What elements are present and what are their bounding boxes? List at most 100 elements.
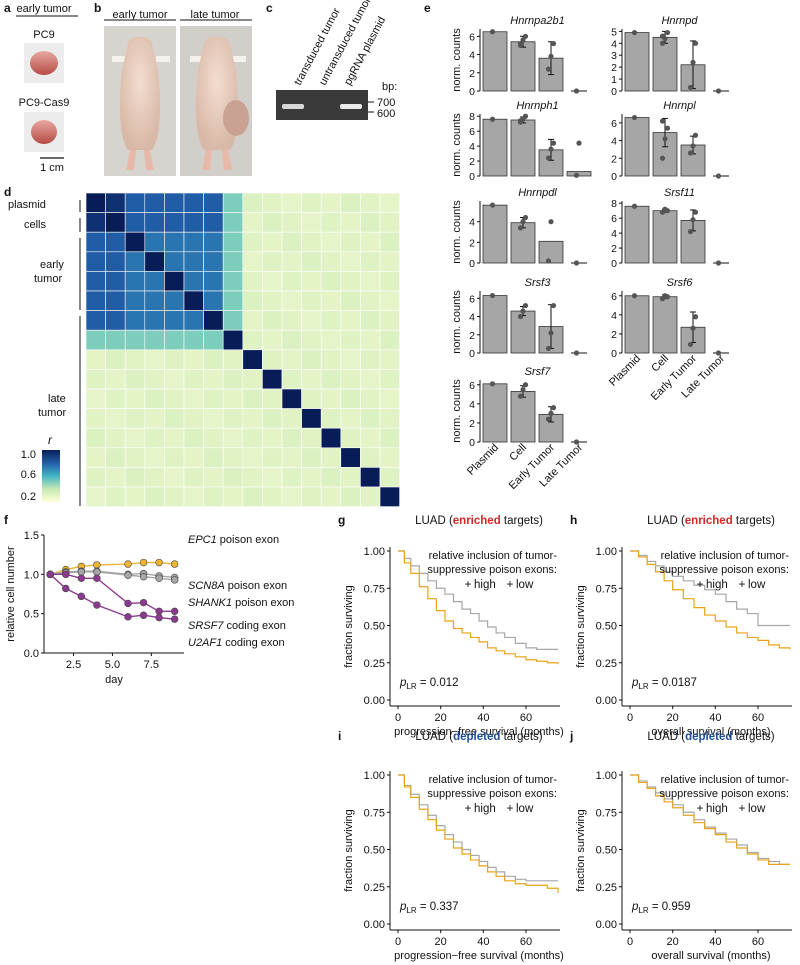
data-point bbox=[715, 350, 722, 356]
heatmap-cell bbox=[301, 447, 322, 468]
heatmap-cell bbox=[124, 408, 146, 429]
heatmap-cell bbox=[262, 271, 283, 292]
bar-cell bbox=[510, 119, 536, 177]
data-point bbox=[489, 381, 496, 387]
heatmap-group-late-line1: late bbox=[48, 393, 66, 405]
heatmap-cell bbox=[281, 349, 302, 370]
heatmap-cell bbox=[320, 349, 342, 370]
km-y-tick-label: 0.00 bbox=[364, 695, 385, 707]
panel-letter-g: g bbox=[338, 513, 345, 527]
panel-letter-i: i bbox=[338, 729, 341, 743]
heatmap-cell bbox=[340, 369, 361, 390]
heatmap-cell bbox=[222, 349, 244, 370]
gel-size-600: 600 bbox=[377, 108, 395, 120]
heatmap-cell bbox=[379, 212, 400, 233]
y-axis-label: norm. counts bbox=[451, 28, 463, 92]
survival-panel-j: j LUAD (depleted targets) 0.00 0.25 0.50 0.75… bbox=[569, 729, 792, 962]
km-curve-low bbox=[630, 550, 791, 650]
bar-chart-title: Srsf3 bbox=[525, 277, 552, 289]
heatmap-cell bbox=[320, 231, 342, 253]
heatmap-cell bbox=[360, 212, 381, 233]
heatmap-cell bbox=[340, 251, 361, 272]
km-x-axis-label: overall survival (months) bbox=[651, 950, 770, 962]
survival-title: LUAD (depleted targets) bbox=[647, 731, 774, 743]
bar-chart-title: Hnrnpd bbox=[661, 15, 698, 27]
heatmap-cell bbox=[85, 310, 106, 331]
heatmap-cell bbox=[144, 251, 165, 272]
panel-a-header: early tumor bbox=[16, 3, 71, 15]
y-tick-label: 0 bbox=[469, 258, 475, 270]
f-x-tick-label: 5.0 bbox=[105, 659, 120, 671]
heatmap-cell bbox=[379, 192, 400, 213]
heatmap-cell bbox=[340, 447, 361, 468]
f-point-u2af1 bbox=[124, 613, 132, 621]
heatmap-cell bbox=[222, 427, 244, 449]
heatmap-cell bbox=[222, 251, 244, 272]
data-point bbox=[517, 40, 524, 47]
heatmap-cell bbox=[379, 310, 400, 331]
data-point bbox=[545, 155, 552, 161]
bar-chart-title: Srsf6 bbox=[667, 277, 694, 289]
heatmap-cell bbox=[262, 467, 283, 488]
heatmap-cell bbox=[379, 408, 400, 429]
heatmap-cell bbox=[262, 290, 283, 311]
heatmap-cell bbox=[301, 271, 322, 292]
heatmap-cell bbox=[105, 231, 126, 253]
heatmap-cell bbox=[281, 427, 302, 449]
km-x-axis-label: progression−free survival (months) bbox=[394, 950, 564, 962]
f-point-shank1 bbox=[155, 574, 163, 582]
heatmap-cell bbox=[379, 467, 400, 488]
km-x-tick-label: 60 bbox=[520, 712, 532, 724]
f-point-u2af1 bbox=[62, 584, 70, 593]
km-x-tick-label: 20 bbox=[435, 936, 447, 948]
bar-cell bbox=[510, 391, 536, 443]
heatmap-cell bbox=[340, 388, 361, 409]
km-legend-high-marker: + bbox=[464, 577, 471, 591]
data-point bbox=[548, 146, 554, 152]
km-x-tick-label: 0 bbox=[395, 936, 401, 948]
heatmap-cell bbox=[281, 408, 302, 429]
heatmap-cell bbox=[281, 192, 302, 213]
heatmap-cell bbox=[183, 271, 204, 292]
bar-cell bbox=[652, 36, 678, 92]
f-point-u2af1 bbox=[93, 601, 101, 609]
data-point bbox=[520, 308, 526, 314]
y-tick-label: 2 bbox=[469, 237, 475, 249]
heatmap-cell bbox=[262, 251, 283, 272]
f-point-srsf7 bbox=[155, 607, 163, 616]
heatmap-cell bbox=[164, 271, 185, 292]
km-curve-low bbox=[630, 774, 790, 865]
heatmap-cell bbox=[340, 408, 361, 429]
data-point bbox=[659, 118, 666, 124]
heatmap-cell bbox=[183, 329, 204, 351]
heatmap-cell bbox=[360, 310, 381, 331]
x-tick-label: Cell bbox=[507, 442, 529, 464]
heatmap-cell bbox=[281, 447, 302, 468]
heatmap-cell bbox=[242, 251, 263, 272]
data-point bbox=[631, 114, 638, 121]
f-x-tick-label: 2.5 bbox=[66, 659, 81, 671]
data-point bbox=[715, 260, 722, 266]
heatmap-cell bbox=[262, 231, 283, 253]
bar-plasmid bbox=[624, 295, 650, 354]
y-tick-label: 1 bbox=[611, 74, 617, 86]
y-tick-label: 3 bbox=[611, 50, 617, 62]
y-tick-label: 0 bbox=[611, 348, 617, 360]
km-y-tick-label: 1.00 bbox=[596, 546, 617, 558]
heatmap-cell bbox=[105, 212, 126, 233]
km-legend-title-2: suppressive poison exons: bbox=[427, 564, 557, 576]
f-x-tick-label: 7.5 bbox=[144, 659, 159, 671]
heatmap-cell bbox=[340, 427, 361, 449]
r-legend-tick-02: 0.2 bbox=[21, 491, 36, 503]
data-point bbox=[517, 118, 524, 124]
heatmap-cell bbox=[281, 271, 302, 292]
y-tick-label: 6 bbox=[611, 118, 617, 130]
heatmap-cell bbox=[281, 486, 302, 507]
heatmap-cell bbox=[183, 212, 204, 233]
heatmap-cell bbox=[360, 388, 381, 409]
km-x-tick-label: 0 bbox=[627, 712, 633, 724]
heatmap-cell bbox=[242, 212, 263, 233]
